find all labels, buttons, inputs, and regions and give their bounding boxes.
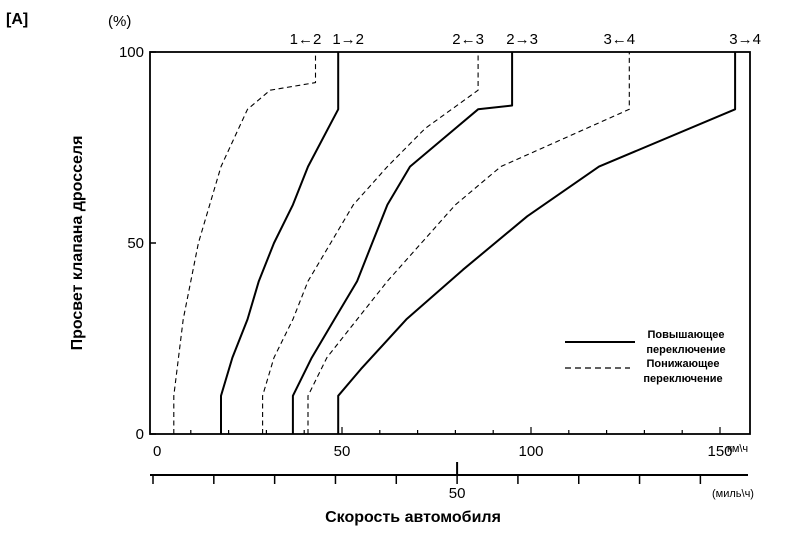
series-top-label-2: 2←3 xyxy=(452,31,484,48)
x-axis-title: Скорость автомобиля xyxy=(325,509,501,526)
series-top-label-0: 1←2 xyxy=(290,31,322,48)
series-top-label-1: 1→2 xyxy=(332,31,364,48)
series-line-downshift-4 xyxy=(307,52,630,434)
x-unit-mph-label: (миль\ч) xyxy=(712,488,754,500)
series-top-label-3: 2→3 xyxy=(506,31,538,48)
series-line-upshift-1 xyxy=(220,52,340,434)
y-tick-label-1: 50 xyxy=(127,235,144,252)
legend-upshift-line1: Повышающее xyxy=(648,329,725,341)
legend-downshift-line1: Понижающее xyxy=(647,358,720,370)
panel-label: [A] xyxy=(6,11,28,28)
y-axis-title: Просвет клапана дросселя xyxy=(69,136,86,351)
legend: Повышающее переключение Понижающее перек… xyxy=(565,329,726,385)
series-top-label-4: 3←4 xyxy=(603,31,635,48)
y-axis-ticks: 0 50 100 xyxy=(119,44,156,443)
y-tick-label-0: 0 xyxy=(136,426,144,443)
legend-downshift-line2: переключение xyxy=(643,373,722,385)
x-tick-label-kmh-3: 150 xyxy=(707,443,732,460)
series-layer xyxy=(173,52,737,434)
series-line-downshift-0 xyxy=(173,52,317,434)
y-unit-label: (%) xyxy=(108,13,131,30)
x-tick-label-kmh-2: 100 xyxy=(518,443,543,460)
y-tick-label-2: 100 xyxy=(119,44,144,61)
series-top-labels: 1←2 1→2 2←3 2→3 3←4 3→4 xyxy=(290,31,761,48)
x-axis-kmh-ticks: 0 50 100 150 xyxy=(153,427,733,460)
legend-upshift-line2: переключение xyxy=(646,344,725,356)
x-axis-mph-ticks: 50 xyxy=(152,462,702,502)
x-tick-label-mph-0: 50 xyxy=(449,485,466,502)
x-tick-label-kmh-1: 50 xyxy=(334,443,351,460)
x-unit-kmh-label: км\ч xyxy=(727,443,748,455)
series-line-upshift-3 xyxy=(291,52,514,434)
series-line-upshift-5 xyxy=(337,52,737,434)
series-top-label-5: 3→4 xyxy=(729,31,761,48)
series-line-downshift-2 xyxy=(262,52,479,434)
x-tick-label-kmh-0: 0 xyxy=(153,443,161,460)
